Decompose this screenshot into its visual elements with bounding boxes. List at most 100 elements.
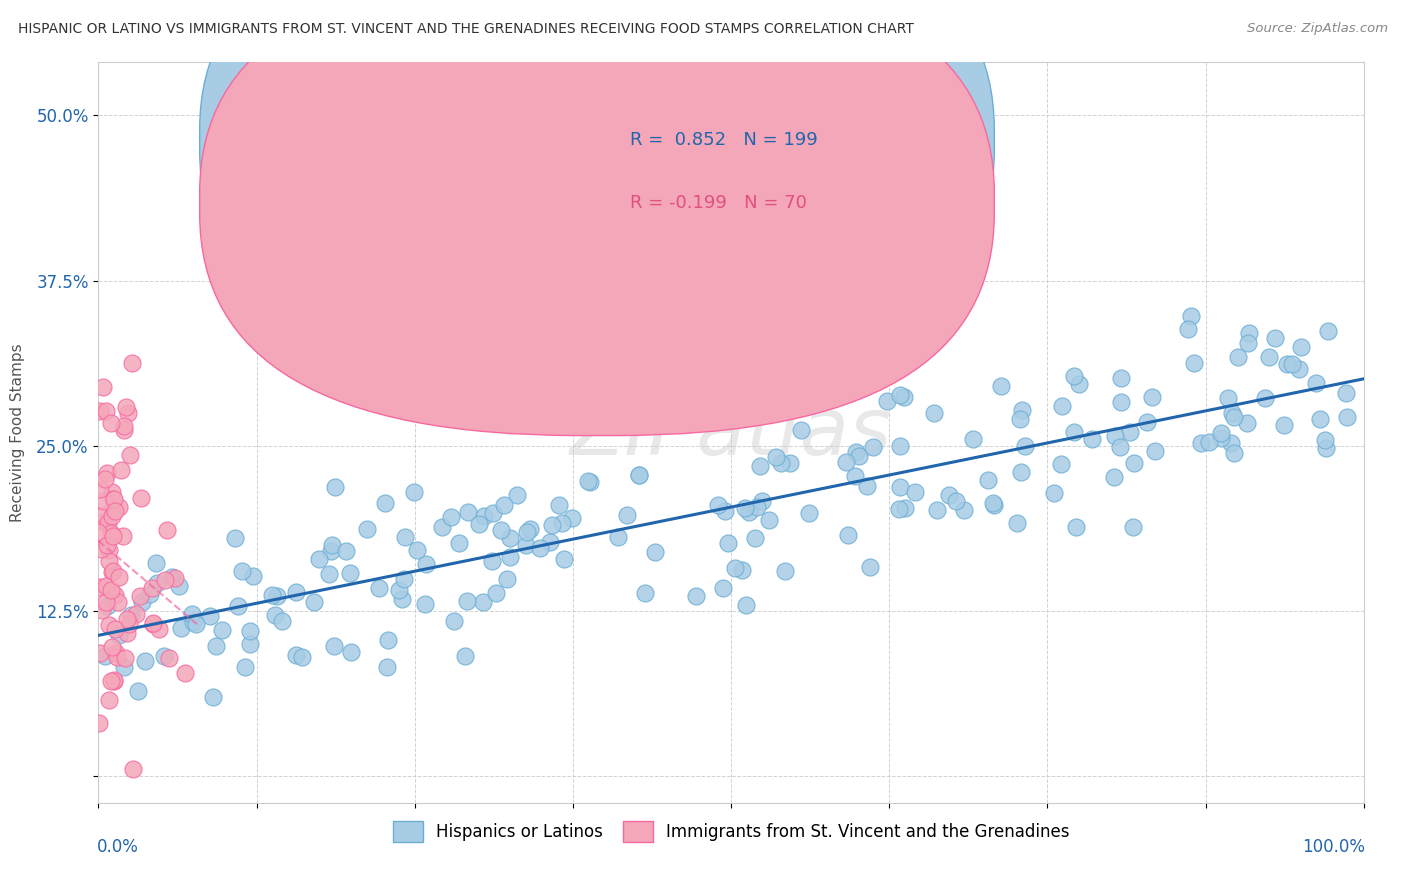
Point [184, 617, 207, 632]
Point [128, 589, 150, 603]
Point [738, 505, 761, 519]
Point [94, 578, 117, 592]
Point [634, 586, 657, 600]
Point [226, 599, 249, 613]
Point [547, 498, 569, 512]
Point [1111, 395, 1133, 409]
Point [107, 595, 129, 609]
Point [181, 607, 204, 622]
Point [734, 501, 756, 516]
Point [323, 479, 346, 493]
Point [1209, 431, 1232, 445]
Point [1219, 436, 1241, 450]
Point [1144, 443, 1167, 458]
Point [170, 621, 193, 635]
Point [97, 618, 120, 632]
Point [893, 390, 915, 404]
Point [664, 395, 686, 409]
Point [148, 622, 170, 636]
Point [735, 599, 758, 613]
Point [100, 416, 122, 430]
Point [1011, 403, 1033, 417]
Point [413, 598, 436, 612]
Point [1043, 485, 1066, 500]
Point [87, 524, 110, 539]
Point [1236, 335, 1258, 350]
Point [443, 614, 465, 628]
Point [1209, 426, 1232, 441]
Point [529, 541, 551, 555]
Point [356, 522, 378, 536]
Point [104, 504, 127, 518]
Point [1064, 520, 1087, 534]
Point [318, 567, 340, 582]
Point [1180, 310, 1202, 324]
Point [606, 530, 628, 544]
Legend: Hispanics or Latinos, Immigrants from St. Vincent and the Grenadines: Hispanics or Latinos, Immigrants from St… [384, 813, 1078, 850]
Point [96, 467, 118, 481]
Point [1334, 385, 1357, 400]
Point [104, 588, 127, 602]
Point [100, 674, 122, 689]
Point [391, 591, 413, 606]
Point [744, 531, 766, 545]
Point [142, 617, 165, 632]
Point [628, 468, 651, 483]
Point [394, 529, 416, 543]
Point [321, 538, 343, 552]
Point [266, 589, 288, 603]
Point [440, 510, 463, 524]
Point [1189, 435, 1212, 450]
Point [685, 589, 707, 603]
Point [145, 556, 167, 570]
Point [153, 573, 176, 587]
Point [124, 607, 146, 621]
Point [876, 393, 898, 408]
Point [375, 660, 398, 674]
Y-axis label: Receiving Food Stamps: Receiving Food Stamps [10, 343, 25, 522]
Point [835, 454, 858, 468]
Point [89, 646, 111, 660]
Point [93, 508, 115, 522]
Point [1198, 434, 1220, 449]
Point [117, 626, 139, 640]
Point [93, 494, 115, 508]
Point [89, 404, 111, 418]
Point [1336, 410, 1358, 425]
Point [127, 683, 149, 698]
Point [541, 517, 564, 532]
Point [87, 715, 110, 730]
Point [108, 628, 131, 642]
Point [115, 612, 138, 626]
Point [1220, 406, 1243, 420]
Point [368, 581, 391, 595]
Point [239, 624, 262, 638]
Point [101, 484, 124, 499]
Point [93, 516, 115, 530]
Point [90, 542, 112, 557]
Point [111, 528, 134, 542]
Point [1184, 356, 1206, 370]
Text: ZIPatlas: ZIPatlas [569, 393, 893, 472]
Point [765, 450, 787, 465]
Point [394, 572, 416, 586]
Point [494, 498, 516, 512]
Point [773, 564, 796, 578]
Point [96, 404, 118, 418]
Point [319, 543, 342, 558]
Point [430, 519, 453, 533]
Point [1050, 458, 1073, 472]
Point [100, 565, 122, 579]
FancyBboxPatch shape [200, 0, 994, 435]
Point [1063, 425, 1085, 440]
Point [1222, 446, 1244, 460]
Point [482, 507, 505, 521]
Point [103, 491, 125, 506]
Point [291, 650, 314, 665]
Point [1050, 400, 1073, 414]
Point [200, 608, 222, 623]
Point [1237, 326, 1260, 340]
Point [1102, 470, 1125, 484]
Point [553, 552, 575, 566]
Point [134, 655, 156, 669]
